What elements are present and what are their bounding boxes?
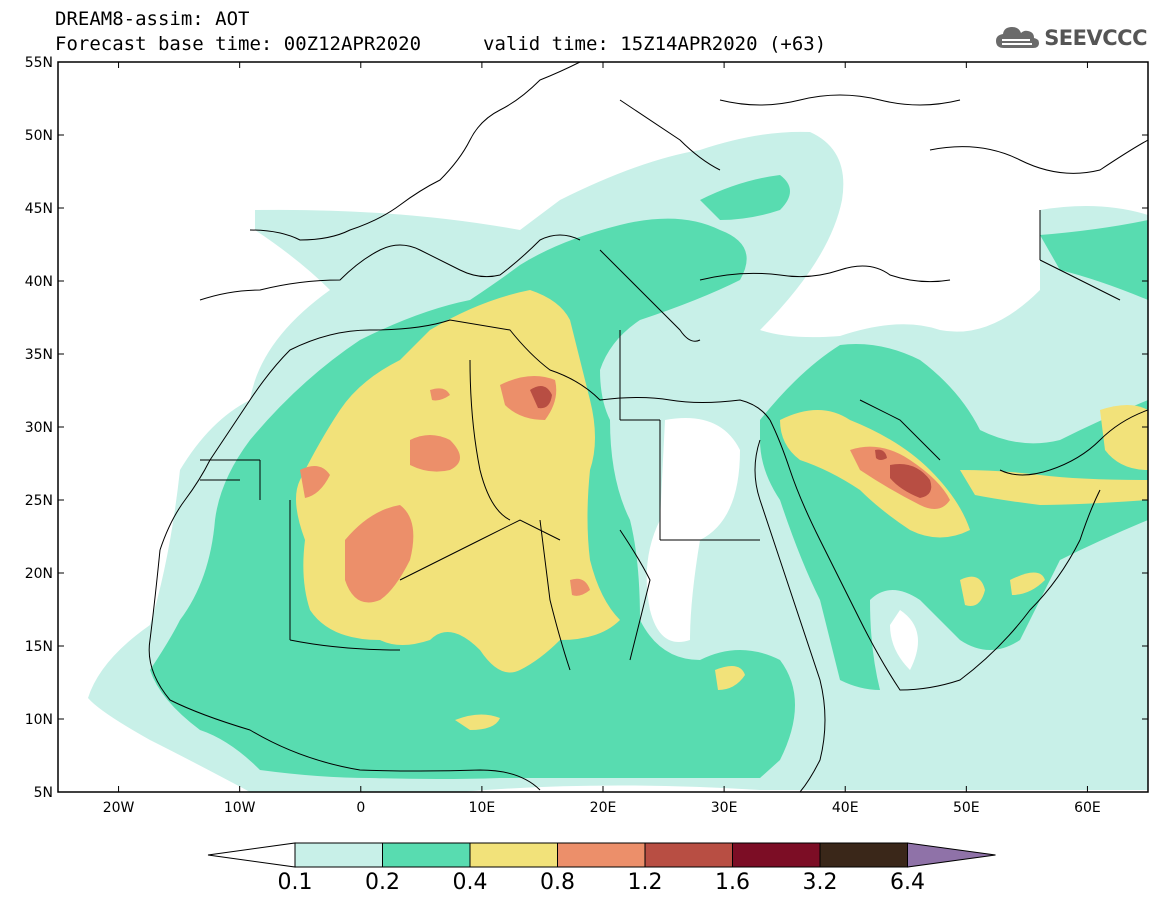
lat-tick-label: 15N bbox=[25, 639, 53, 655]
low-aot-area bbox=[646, 418, 740, 642]
logo: SEEVCCC bbox=[994, 24, 1147, 52]
colorbar-box bbox=[469, 842, 558, 868]
aot-level-1.2 bbox=[530, 386, 932, 498]
time-line: Forecast base time: 00Z12APR2020 valid ti… bbox=[55, 33, 826, 55]
coastlines bbox=[148, 62, 1148, 792]
lat-tick-label: 20N bbox=[25, 566, 53, 582]
colorbar-box bbox=[294, 842, 383, 868]
colorbar-level-label: 0.8 bbox=[540, 870, 575, 895]
lon-tick-label: 10W bbox=[224, 800, 256, 816]
lon-tick-label: 20W bbox=[103, 800, 135, 816]
lon-tick-label: 50E bbox=[953, 800, 980, 816]
lat-axis: 55N 50N 45N 40N 35N 30N 25N 20N 15N 10N 5N bbox=[25, 55, 1148, 801]
colorbar-level-label: 0.4 bbox=[452, 870, 488, 895]
colorbar-level-label: 1.6 bbox=[715, 870, 750, 895]
lat-tick-label: 10N bbox=[25, 712, 53, 728]
colorbar-over-triangle bbox=[907, 842, 996, 868]
colorbar-box bbox=[557, 842, 646, 868]
lat-tick-label: 50N bbox=[25, 128, 53, 144]
lon-axis: 20W 10W 0 10E 20E 30E 40E 50E 60E bbox=[103, 62, 1101, 816]
lat-tick-label: 30N bbox=[25, 420, 53, 436]
lon-tick-label: 10E bbox=[469, 800, 496, 816]
colorbar-level-label: 3.2 bbox=[802, 870, 838, 895]
logo-text: SEEVCCC bbox=[1044, 26, 1147, 50]
lat-tick-label: 40N bbox=[25, 274, 53, 290]
lat-tick-label: 25N bbox=[25, 493, 53, 509]
colorbar-level-label: 6.4 bbox=[890, 870, 925, 895]
lon-tick-label: 60E bbox=[1074, 800, 1101, 816]
lat-tick-label: 45N bbox=[25, 201, 53, 217]
low-aot-area-3 bbox=[890, 610, 918, 670]
lon-tick-label: 20E bbox=[590, 800, 617, 816]
colorbar-box bbox=[819, 842, 908, 868]
colorbar-level-label: 0.1 bbox=[277, 870, 313, 895]
lon-tick-label: 40E bbox=[832, 800, 859, 816]
colorbar-box bbox=[382, 842, 471, 868]
chart-title: DREAM8-assim: AOT bbox=[55, 8, 250, 30]
lat-tick-label: 35N bbox=[25, 347, 53, 363]
lat-tick-label: 5N bbox=[34, 785, 53, 801]
colorbar-level-label: 0.2 bbox=[365, 870, 400, 895]
colorbar-under-triangle bbox=[207, 842, 296, 868]
lon-tick-label: 30E bbox=[711, 800, 738, 816]
colorbar-box bbox=[732, 842, 821, 868]
colorbar-level-label: 1.2 bbox=[627, 870, 663, 895]
cloud-icon bbox=[996, 27, 1040, 48]
base-time: Forecast base time: 00Z12APR2020 bbox=[55, 33, 422, 55]
lat-tick-label: 55N bbox=[25, 55, 53, 71]
lon-tick-label: 0 bbox=[356, 800, 365, 816]
colorbar-box bbox=[644, 842, 733, 868]
valid-time: valid time: 15Z14APR2020 (+63) bbox=[483, 33, 827, 55]
